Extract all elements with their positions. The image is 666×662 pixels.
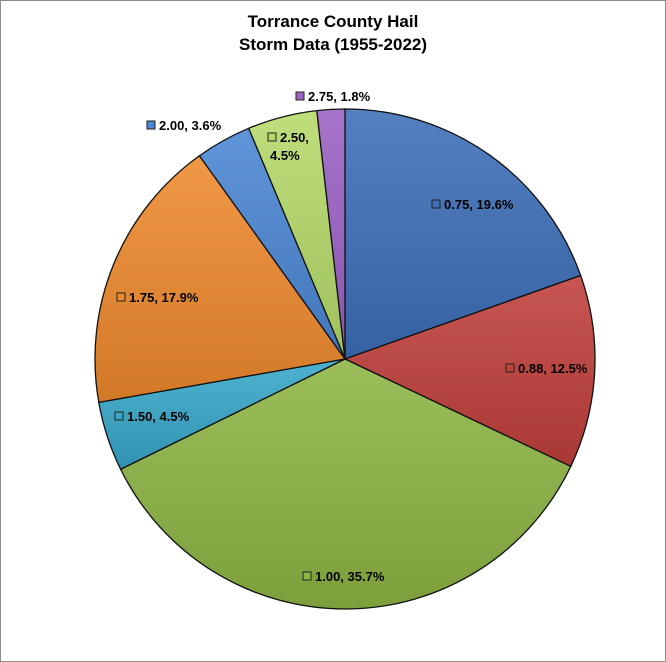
legend-key-1.75 [116, 292, 126, 302]
pie-labels: 0.75, 19.6% 0.88, 12.5% 1.00, 35.7% 1.50, 4… [114, 89, 588, 584]
slice-label-text-1.75: 1.75, 17.9% [129, 290, 199, 305]
slice-label-text-2.75: 2.75, 1.8% [308, 89, 371, 104]
pie-slices [94, 108, 596, 610]
slice-label-1.50: 1.50, 4.5% [114, 409, 190, 424]
slice-label-0.88: 0.88, 12.5% [505, 361, 588, 376]
slice-label-2.50: 2.50, 4.5% [267, 130, 309, 163]
slice-label-text-0.88: 0.88, 12.5% [518, 361, 588, 376]
slice-label-1.00: 1.00, 35.7% [302, 569, 385, 584]
slice-label-text-0.75: 0.75, 19.6% [444, 197, 514, 212]
pie-slice-1.00 [119, 358, 572, 610]
pie-slice-0.88 [343, 274, 596, 468]
pie-slice-1.75 [94, 154, 347, 404]
legend-key-2.75 [295, 91, 305, 101]
legend-key-0.88 [505, 363, 515, 373]
chart-title-line-2: Storm Data (1955-2022) [238, 35, 428, 54]
legend-key-1.50 [114, 411, 124, 421]
slice-label-text-2.00: 2.00, 3.6% [159, 118, 222, 133]
legend-key-1.00 [302, 571, 312, 581]
pie-slice-0.75 [344, 108, 582, 360]
slice-label-text-1.50: 1.50, 4.5% [127, 409, 190, 424]
slice-label-text-2.50: 2.50, 4.5% [270, 130, 309, 163]
legend-key-2.50 [267, 132, 277, 142]
slice-label-2.75: 2.75, 1.8% [295, 89, 371, 104]
legend-key-2.00 [146, 120, 156, 130]
slice-label-0.75: 0.75, 19.6% [431, 197, 514, 212]
slice-label-text-1.00: 1.00, 35.7% [315, 569, 385, 584]
slice-label-2.00: 2.00, 3.6% [146, 118, 222, 133]
chart-title-line-1: Torrance County Hail [247, 12, 419, 31]
slice-label-1.75: 1.75, 17.9% [116, 290, 199, 305]
pie-slice-2.75 [316, 108, 346, 360]
chart-title: Torrance County Hail Storm Data (1955-20… [0, 10, 666, 56]
legend-key-0.75 [431, 199, 441, 209]
